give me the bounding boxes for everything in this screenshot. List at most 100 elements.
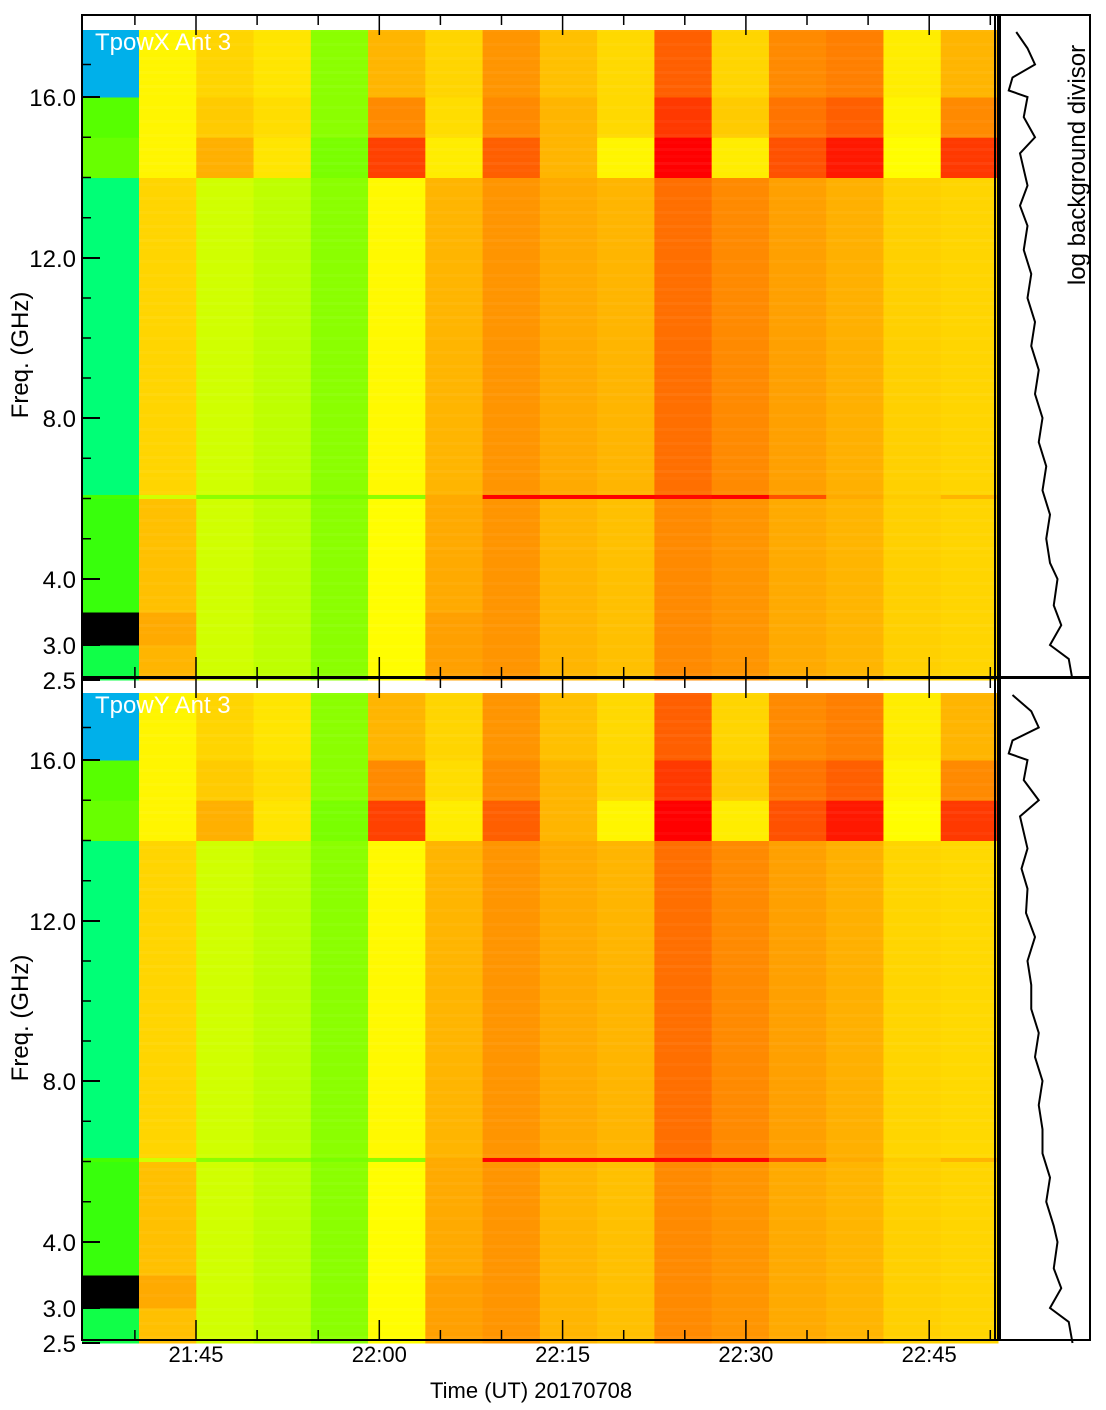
heatmap-cell bbox=[768, 1157, 827, 1162]
stripe bbox=[139, 71, 998, 74]
heatmap-cell bbox=[482, 97, 541, 138]
heatmap-cell bbox=[883, 137, 942, 178]
stripe bbox=[139, 113, 998, 116]
stripe bbox=[139, 1112, 998, 1115]
heatmap-cell bbox=[883, 498, 942, 613]
heatmap-cell bbox=[883, 1161, 942, 1276]
stripe bbox=[139, 685, 998, 688]
heatmap-cell bbox=[310, 177, 369, 495]
heatmap-cell bbox=[482, 494, 541, 499]
heatmap-cell bbox=[539, 1157, 598, 1162]
x-tick-label: 22:15 bbox=[535, 1342, 590, 1367]
stripe bbox=[139, 1315, 998, 1318]
stripe bbox=[139, 1000, 998, 1003]
heatmap-cell bbox=[940, 1275, 999, 1309]
heatmap-cell bbox=[711, 177, 770, 495]
stripe bbox=[139, 1126, 998, 1129]
heatmap-cell bbox=[883, 693, 942, 761]
heatmap-cell bbox=[539, 800, 598, 841]
heatmap-cell bbox=[539, 760, 598, 801]
x-tick-label: 22:00 bbox=[352, 1342, 407, 1367]
heatmap-cell bbox=[597, 693, 655, 761]
stripe bbox=[139, 1308, 998, 1311]
heatmap-cell bbox=[310, 1161, 369, 1276]
stripe bbox=[139, 832, 998, 835]
heatmap-cell bbox=[253, 137, 312, 178]
heatmap-cell bbox=[139, 494, 197, 499]
stripe bbox=[139, 1014, 998, 1017]
heatmap-cell bbox=[368, 645, 426, 681]
heatmap-cell bbox=[425, 1161, 484, 1276]
stripe bbox=[139, 1294, 998, 1297]
heatmap-cell bbox=[883, 612, 942, 646]
heatmap-cell bbox=[940, 177, 999, 495]
stripe bbox=[139, 1140, 998, 1143]
stripe bbox=[139, 281, 998, 284]
heatmap-cell bbox=[940, 498, 999, 613]
heatmap-cell bbox=[310, 494, 369, 499]
heatmap-cell bbox=[196, 760, 255, 801]
heatmap-cell bbox=[826, 498, 884, 613]
y-tick-label: 8.0 bbox=[43, 406, 76, 433]
heatmap-cell bbox=[883, 800, 942, 841]
heatmap-cell bbox=[539, 30, 598, 98]
heatmap-cell bbox=[597, 840, 655, 1158]
stripe bbox=[139, 762, 998, 765]
heatmap-cell bbox=[368, 1157, 426, 1162]
stripe bbox=[139, 127, 998, 130]
heatmap-cell bbox=[826, 1161, 884, 1276]
heatmap-cell bbox=[883, 494, 942, 499]
heatmap-cell bbox=[482, 30, 541, 98]
stripe bbox=[139, 561, 998, 564]
stripe bbox=[139, 1077, 998, 1080]
stripe bbox=[139, 1231, 998, 1234]
heatmap-cell bbox=[597, 760, 655, 801]
heatmap-cell bbox=[368, 760, 426, 801]
heatmap-cell bbox=[82, 800, 140, 841]
stripe bbox=[139, 895, 998, 898]
heatmap-cell bbox=[368, 137, 426, 178]
heatmap-cell bbox=[310, 97, 369, 138]
stripe bbox=[139, 316, 998, 319]
heatmap-cell bbox=[310, 840, 369, 1158]
heatmap-cell bbox=[597, 1275, 655, 1309]
heatmap-cell bbox=[654, 1161, 713, 1276]
heatmap-cell bbox=[711, 1308, 770, 1344]
stripe bbox=[139, 1322, 998, 1325]
stripe bbox=[139, 846, 998, 849]
heatmap-cell bbox=[82, 137, 140, 178]
stripe bbox=[139, 1049, 998, 1052]
heatmap-cell bbox=[139, 1161, 197, 1276]
heatmap-cell bbox=[768, 693, 827, 761]
panel-x: TpowX Ant 3 2.5 3.0 4.0 8.0 12.0 16.0 Freq. (GH… bbox=[7, 14, 1091, 695]
heatmap-cell bbox=[425, 177, 484, 495]
heatmap-cell bbox=[139, 177, 197, 495]
stripe bbox=[139, 638, 998, 641]
heatmap-cell bbox=[654, 760, 713, 801]
stripe bbox=[139, 659, 998, 662]
heatmap-cell bbox=[196, 30, 255, 98]
heatmap-cell bbox=[654, 177, 713, 495]
heatmap-cell bbox=[82, 494, 140, 499]
heatmap-cell bbox=[654, 494, 713, 499]
stripe bbox=[139, 50, 998, 53]
stripe bbox=[139, 596, 998, 599]
heatmap-cell bbox=[482, 1161, 541, 1276]
heatmap-cell bbox=[883, 97, 942, 138]
heatmap-cell bbox=[539, 840, 598, 1158]
heatmap-cell bbox=[196, 800, 255, 841]
stripe bbox=[139, 860, 998, 863]
stripe bbox=[139, 986, 998, 989]
stripe bbox=[139, 183, 998, 186]
heatmap-cell bbox=[253, 693, 312, 761]
heatmap-cell bbox=[139, 137, 197, 178]
heatmap-cell bbox=[139, 97, 197, 138]
stripe bbox=[139, 1042, 998, 1045]
stripe bbox=[139, 428, 998, 431]
stripe bbox=[139, 232, 998, 235]
heatmap-cell bbox=[482, 612, 541, 646]
heatmap-cell bbox=[196, 177, 255, 495]
heatmap-cell bbox=[597, 97, 655, 138]
y-tick-label: 3.0 bbox=[43, 633, 76, 660]
heatmap-cell bbox=[139, 760, 197, 801]
